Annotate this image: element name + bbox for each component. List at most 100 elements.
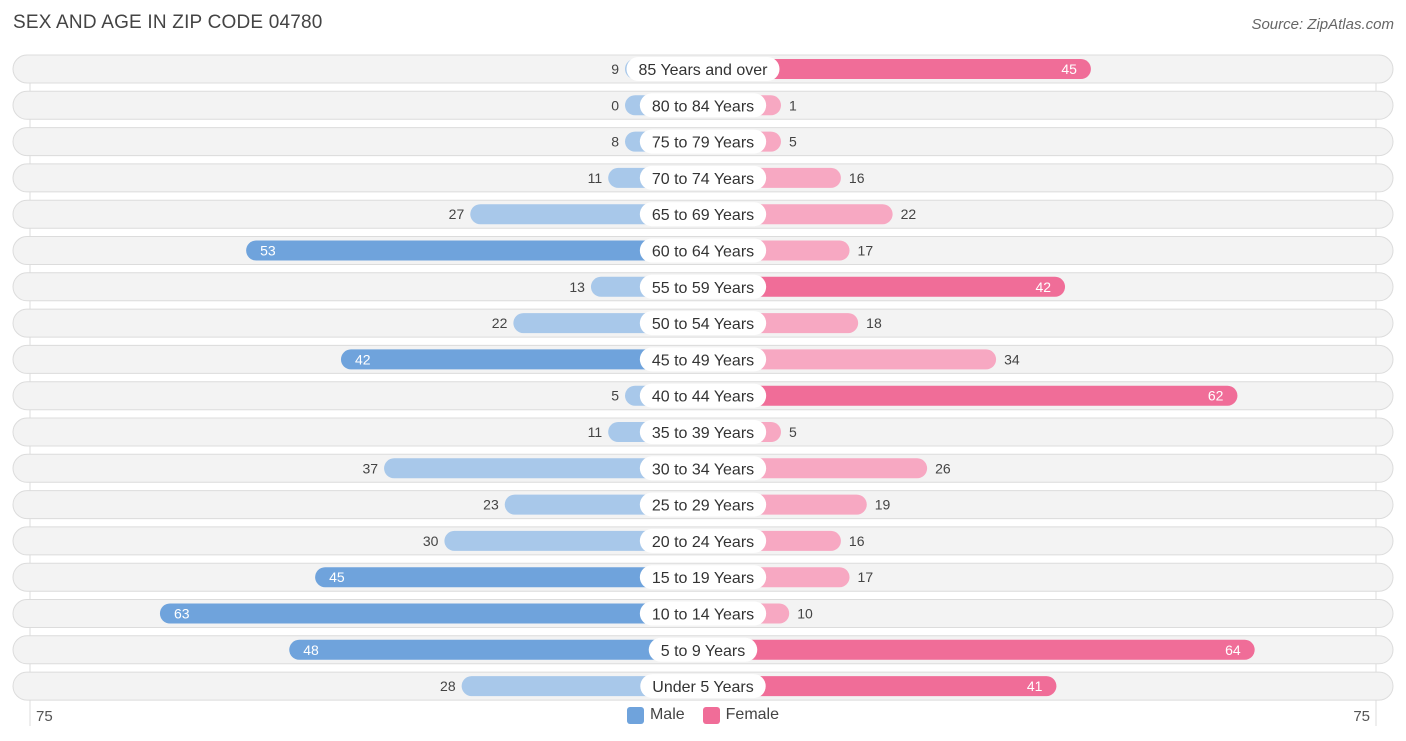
female-value-label: 19	[875, 497, 891, 513]
male-bar[interactable]	[289, 639, 703, 660]
category-label-pill	[639, 565, 767, 590]
female-value-label: 22	[901, 206, 917, 222]
male-swatch-icon	[626, 706, 644, 724]
category-label: 80 to 84 Years	[652, 98, 754, 115]
male-bar[interactable]	[384, 458, 703, 479]
category-label: Under 5 Years	[652, 679, 753, 696]
row-15: 63 10 10 to 14 Years	[12, 599, 1394, 628]
row-6: 13 42 55 to 59 Years	[12, 272, 1394, 302]
category-label-pill	[639, 238, 767, 263]
row-0: 9 45 85 Years and over	[12, 54, 1394, 84]
row-8: 42 34 45 to 49 Years	[12, 344, 1394, 374]
category-label-pill	[639, 347, 767, 372]
legend-item-male[interactable]: Male	[626, 706, 685, 724]
female-value-label: 16	[849, 533, 865, 549]
male-value-label: 23	[483, 497, 499, 513]
male-value-label: 63	[174, 606, 190, 622]
male-value-label: 42	[355, 351, 371, 367]
row-7: 22 18 50 to 54 Years	[12, 308, 1394, 338]
category-label-pill	[639, 492, 767, 517]
male-value-label: 45	[329, 569, 345, 585]
category-label: 50 to 54 Years	[652, 316, 754, 333]
female-bar[interactable]	[703, 639, 1255, 660]
male-value-label: 8	[611, 134, 619, 150]
female-value-label: 64	[1225, 642, 1241, 658]
category-label-pill	[648, 637, 758, 662]
male-bar[interactable]	[246, 240, 703, 261]
male-value-label: 0	[611, 97, 619, 113]
female-value-label: 41	[1027, 678, 1043, 694]
male-value-label: 27	[449, 206, 465, 222]
category-label-pill	[626, 57, 780, 81]
category-label-pill	[640, 674, 766, 699]
category-label-pill	[639, 601, 767, 626]
category-label-pill	[639, 202, 767, 227]
female-bar[interactable]	[703, 349, 997, 370]
category-label: 85 Years and over	[639, 62, 769, 79]
female-swatch-icon	[702, 706, 720, 724]
category-label-pill	[639, 456, 767, 481]
female-value-label: 17	[858, 243, 874, 259]
male-value-label: 30	[423, 533, 439, 549]
category-label: 5 to 9 Years	[661, 643, 746, 660]
category-label: 55 to 59 Years	[652, 280, 754, 297]
male-value-label: 11	[588, 424, 603, 440]
female-bar[interactable]	[703, 59, 1091, 79]
row-16: 48 64 5 to 9 Years	[12, 635, 1394, 665]
category-label-pill	[639, 311, 767, 336]
female-value-label: 18	[866, 315, 882, 331]
female-value-label: 34	[1004, 351, 1020, 367]
row-2: 8 5 75 to 79 Years	[12, 127, 1394, 157]
female-bar[interactable]	[703, 385, 1238, 406]
category-label: 30 to 34 Years	[652, 461, 754, 478]
male-bar[interactable]	[444, 530, 703, 551]
category-label-pill	[639, 165, 767, 190]
female-value-label: 42	[1035, 279, 1051, 295]
row-17: 28 41 Under 5 Years	[12, 671, 1394, 701]
category-label-pill	[639, 528, 767, 553]
male-value-label: 22	[492, 315, 508, 331]
legend: Male Female	[0, 706, 1406, 724]
male-value-label: 9	[611, 61, 619, 77]
axis-right-label: 75	[1353, 708, 1370, 725]
male-bar[interactable]	[159, 603, 703, 624]
category-label: 15 to 19 Years	[652, 570, 754, 587]
male-value-label: 37	[362, 460, 378, 476]
female-bar[interactable]	[703, 276, 1066, 297]
male-value-label: 5	[611, 388, 619, 404]
row-9: 5 62 40 to 44 Years	[12, 381, 1394, 411]
category-label: 75 to 79 Years	[652, 135, 754, 152]
category-label-pill	[639, 383, 767, 408]
male-value-label: 13	[569, 279, 585, 295]
female-value-label: 62	[1208, 388, 1224, 404]
category-label: 60 to 64 Years	[652, 244, 754, 261]
female-value-label: 5	[789, 134, 797, 150]
female-value-label: 10	[797, 606, 813, 622]
female-value-label: 26	[935, 460, 951, 476]
category-label-pill	[639, 93, 767, 118]
female-bar[interactable]	[703, 676, 1057, 697]
axis-left-label: 75	[36, 708, 53, 725]
female-value-label: 1	[789, 97, 797, 113]
category-label: 20 to 24 Years	[652, 534, 754, 551]
row-14: 45 17 15 to 19 Years	[12, 562, 1394, 592]
category-label-pill	[639, 274, 767, 299]
legend-female-label: Female	[725, 706, 780, 723]
female-value-label: 5	[789, 424, 797, 440]
category-label: 70 to 74 Years	[652, 171, 754, 188]
row-11: 37 26 30 to 34 Years	[12, 453, 1394, 483]
row-3: 11 16 70 to 74 Years	[12, 163, 1394, 193]
male-bar[interactable]	[340, 349, 703, 370]
legend-item-female[interactable]: Female	[702, 706, 780, 724]
category-label-pill	[639, 129, 767, 154]
row-10: 11 5 35 to 39 Years	[12, 417, 1394, 447]
male-value-label: 53	[260, 243, 276, 259]
chart-title: SEX AND AGE IN ZIP CODE 04780	[13, 12, 323, 33]
category-label-pill	[639, 420, 767, 444]
row-5: 53 17 60 to 64 Years	[12, 236, 1394, 265]
category-label: 45 to 49 Years	[652, 352, 754, 369]
category-label: 35 to 39 Years	[652, 425, 754, 442]
row-4: 27 22 65 to 69 Years	[12, 199, 1394, 229]
female-value-label: 17	[858, 569, 874, 585]
male-bar[interactable]	[315, 567, 703, 588]
